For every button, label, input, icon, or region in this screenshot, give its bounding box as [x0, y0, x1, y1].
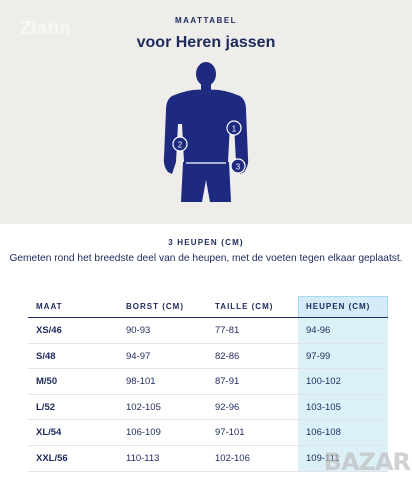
- marker-1-label: 1: [232, 125, 237, 134]
- highlight-column: [298, 296, 388, 472]
- bazar-watermark: BAZAR: [323, 448, 411, 476]
- size-table: MAAT BORST (CM) TAILLE (CM) HEUPEN (CM) …: [28, 296, 388, 472]
- hips-cell: 100-102: [306, 376, 341, 388]
- size-cell: XL/54: [36, 427, 62, 439]
- table-row: L/52 102-105 92-96 103-105: [28, 395, 388, 421]
- hero-panel: Zlatin MAATTABEL voor Heren jassen 1 2 3: [0, 0, 412, 224]
- table-row: M/50 98-101 87-91 100-102: [28, 369, 388, 395]
- section-description: Gemeten rond het breedste deel van de he…: [9, 253, 403, 264]
- body-silhouette-figure: 1 2 3: [163, 62, 249, 202]
- header-hips: HEUPEN (CM): [306, 302, 371, 311]
- size-cell: M/50: [36, 376, 58, 388]
- header-waist: TAILLE (CM): [215, 302, 274, 311]
- hips-cell: 106-108: [306, 427, 341, 439]
- hips-cell: 94-96: [306, 325, 331, 336]
- section-title: 3 HEUPEN (CM): [168, 238, 244, 247]
- chest-cell: 110-113: [126, 452, 160, 464]
- waist-cell: 87-91: [215, 376, 240, 388]
- chest-cell: 106-109: [126, 427, 161, 439]
- marker-2-label: 2: [178, 141, 183, 150]
- waist-cell: 82-86: [215, 350, 240, 362]
- chest-cell: 94-97: [126, 350, 151, 362]
- size-cell: S/48: [36, 350, 56, 362]
- table-row: XL/54 106-109 97-101 106-108: [28, 420, 388, 446]
- size-cell: L/52: [36, 401, 56, 413]
- marker-3-label: 3: [236, 163, 241, 172]
- silhouette-shape: [163, 62, 249, 202]
- table-header-row: MAAT BORST (CM) TAILLE (CM) HEUPEN (CM): [28, 296, 388, 318]
- page-kicker: MAATTABEL: [174, 16, 238, 25]
- size-cell: XS/46: [36, 325, 62, 336]
- page-title: voor Heren jassen: [136, 34, 276, 51]
- header-chest: BORST (CM): [126, 302, 184, 311]
- waist-cell: 92-96: [215, 401, 240, 413]
- hips-cell: 97-99: [306, 350, 331, 362]
- table-row: XXL/56 110-113 102-106 109-111: [28, 446, 388, 472]
- waist-cell: 97-101: [215, 427, 245, 439]
- waist-cell: 102-106: [215, 452, 250, 464]
- chest-cell: 102-105: [126, 401, 161, 413]
- table-row: XS/46 90-93 77-81 94-96: [28, 318, 388, 344]
- header-size: MAAT: [36, 302, 63, 311]
- marker-3: 3: [230, 158, 246, 174]
- watermark: Zlatin: [20, 18, 71, 38]
- hips-cell: 109-111: [306, 452, 340, 464]
- waist-cell: 77-81: [215, 325, 240, 336]
- chest-cell: 98-101: [126, 376, 156, 388]
- chest-cell: 90-93: [126, 325, 151, 336]
- hips-cell: 103-105: [306, 401, 341, 413]
- marker-2: 2: [172, 136, 188, 152]
- size-cell: XXL/56: [36, 452, 68, 464]
- table-row: S/48 94-97 82-86 97-99: [28, 344, 388, 370]
- marker-1: 1: [226, 120, 242, 136]
